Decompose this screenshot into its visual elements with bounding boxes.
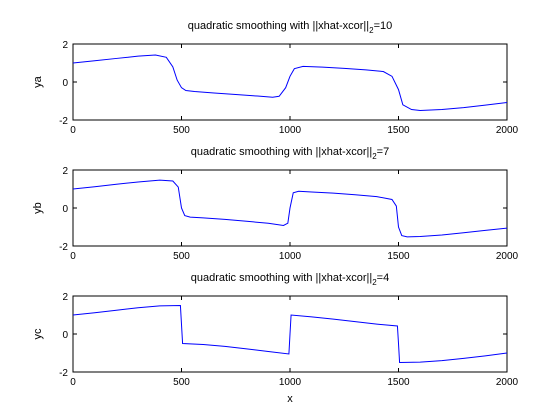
plot-title-main: quadratic smoothing with ||xhat-xcor|| [191, 272, 372, 284]
plot-title-tail: =4 [377, 272, 390, 284]
plot-title-subscript: 2 [372, 152, 377, 161]
plot-title-subscript: 2 [372, 278, 377, 287]
y-tick-label: 0 [62, 78, 68, 89]
y-tick-label: -2 [59, 368, 68, 379]
plot-title-tail: =7 [377, 146, 390, 158]
y-tick-label: 2 [62, 166, 68, 177]
plot-title-subscript: 2 [369, 26, 374, 35]
x-tick-label: 1000 [279, 125, 302, 136]
plot-title: quadratic smoothing with ||xhat-xcor||2=… [188, 20, 393, 35]
series-line-1 [73, 179, 507, 238]
axes-box [72, 43, 508, 121]
y-axis-label: yc [32, 328, 44, 340]
x-tick-label: 1000 [279, 251, 302, 262]
series-line-1 [73, 304, 507, 364]
series-line-1 [73, 54, 507, 112]
x-axis-label: x [287, 393, 293, 405]
plot-title-main: quadratic smoothing with ||xhat-xcor|| [188, 20, 369, 32]
x-tick-label: 500 [173, 377, 190, 388]
plot-title: quadratic smoothing with ||xhat-xcor||2=… [191, 272, 389, 287]
x-tick-label: 500 [173, 125, 190, 136]
x-tick-label: 500 [173, 251, 190, 262]
x-tick-label: 0 [70, 377, 76, 388]
y-tick-label: 2 [62, 40, 68, 51]
y-axis-label: yb [32, 202, 44, 214]
y-tick-label: 0 [62, 204, 68, 215]
plot-title-main: quadratic smoothing with ||xhat-xcor|| [191, 146, 372, 158]
y-tick-label: -2 [59, 242, 68, 253]
x-tick-label: 1500 [387, 377, 410, 388]
y-axis-label: ya [32, 75, 44, 88]
x-tick-label: 1500 [387, 125, 410, 136]
y-tick-label: 0 [62, 330, 68, 341]
y-tick-label: 2 [62, 292, 68, 303]
plot-title: quadratic smoothing with ||xhat-xcor||2=… [191, 146, 389, 161]
x-tick-label: 0 [70, 125, 76, 136]
x-tick-label: 2000 [496, 251, 519, 262]
x-tick-label: 2000 [496, 377, 519, 388]
x-tick-label: 1000 [279, 377, 302, 388]
x-tick-label: 0 [70, 251, 76, 262]
x-tick-label: 2000 [496, 125, 519, 136]
x-tick-label: 1500 [387, 251, 410, 262]
plot-title-tail: =10 [374, 20, 393, 32]
y-tick-label: -2 [59, 116, 68, 127]
